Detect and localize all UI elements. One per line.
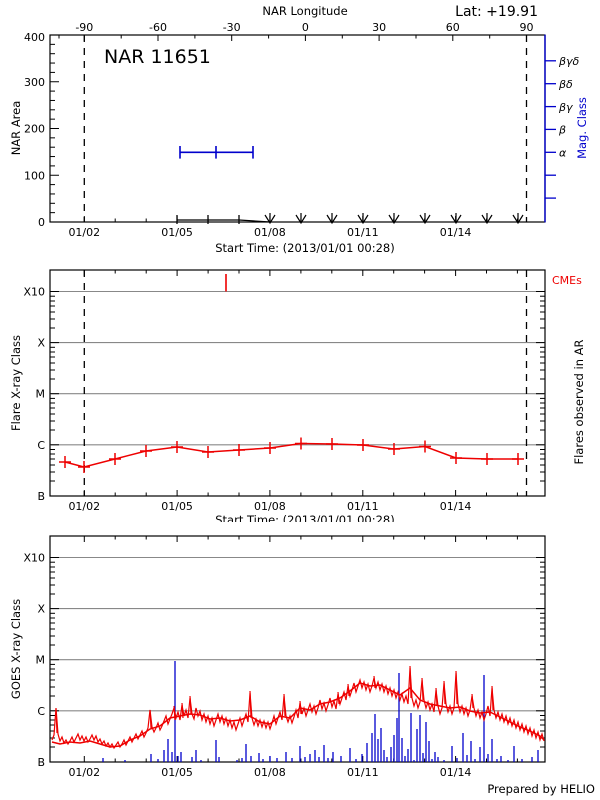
panel1-left-ticks — [50, 34, 59, 223]
panel1-ytick-1: 100 — [24, 169, 45, 182]
panel1-lat-label: Lat: +19.91 — [455, 4, 538, 20]
panel2-gridlines — [50, 290, 545, 446]
panel2-flare-series — [59, 437, 524, 473]
panel2-x-tick-labels: 01/02 01/05 01/08 01/11 01/14 — [68, 500, 471, 513]
panel3-x-tick-labels: 01/02 01/05 01/08 01/11 01/14 — [68, 766, 471, 779]
panel1-toptick-6: 90 — [520, 21, 534, 34]
panel3-ytick-2: M — [36, 654, 46, 667]
panel1-magclass-0: βγδ — [558, 55, 580, 68]
panel1-top-tick-labels: -90 -60 -30 0 30 60 90 — [75, 21, 533, 34]
panel3-gridlines — [50, 556, 545, 712]
panel1-upper-limit-arrows — [264, 213, 524, 225]
panel1-right-axis-title: Mag. Class — [575, 97, 589, 159]
panel1-left-axis-title: NAR Area — [9, 101, 23, 156]
panel1-ytick-3: 300 — [24, 76, 45, 89]
panel2-right-ticks — [536, 291, 545, 497]
panel2-ytick-1: C — [37, 439, 45, 452]
panel1-magclass-4: α — [559, 147, 567, 160]
panel1-toptick-1: -60 — [149, 21, 167, 34]
panel2-bottom-ticks — [83, 490, 518, 496]
panel1-magclass-3: β — [558, 124, 566, 137]
panel1-y-tick-labels: 0 100 200 300 400 — [24, 31, 45, 229]
panel3-goes-flux-series — [51, 665, 545, 750]
panel-nar-area: 0 100 200 300 400 — [0, 0, 600, 260]
panel2-bottom-axis-title: Start Time: (2013/01/01 00:28) — [215, 513, 394, 522]
panel2-left-axis-title: Flare X-ray Class — [9, 335, 23, 431]
panel2-cme-label: CMEs — [552, 274, 582, 287]
panel3-ytick-4: X10 — [23, 552, 45, 565]
panel1-limb-lines — [83, 35, 528, 222]
panel1-magclass-1: βδ — [558, 78, 573, 91]
panel2-xtick-3: 01/11 — [347, 500, 379, 513]
panel1-xtick-3: 01/11 — [347, 226, 379, 239]
panel3-right-ticks — [536, 557, 545, 763]
panel1-toptick-3: 0 — [302, 21, 309, 34]
panel1-toptick-5: 60 — [446, 21, 460, 34]
panel3-xtick-0: 01/02 — [68, 766, 100, 779]
panel1-right-ticks — [545, 60, 556, 199]
panel1-bottom-axis-title: Start Time: (2013/01/01 00:28) — [215, 241, 394, 255]
panel2-xtick-2: 01/08 — [254, 500, 286, 513]
panel1-x-tick-labels: 01/02 01/05 01/08 01/11 01/14 — [68, 226, 471, 239]
panel-flare-xray-class: B C M X X10 — [0, 262, 600, 522]
panel3-xtick-3: 01/11 — [347, 766, 379, 779]
panel2-ytick-4: X10 — [23, 286, 45, 299]
panel1-toptick-0: -90 — [75, 21, 93, 34]
panel1-ytick-4: 400 — [24, 31, 45, 44]
panel3-top-ticks — [83, 536, 518, 542]
panel1-nar-area-series — [176, 215, 271, 224]
panel2-right-axis-title: Flares observed in AR — [572, 339, 586, 464]
panel2-ytick-3: X — [37, 337, 45, 350]
panel2-left-ticks — [50, 291, 59, 497]
panel2-ytick-0: B — [37, 490, 45, 503]
panel1-xtick-0: 01/02 — [68, 226, 100, 239]
panel2-frame — [49, 269, 546, 497]
panel2-xtick-0: 01/02 — [68, 500, 100, 513]
panel2-xtick-4: 01/14 — [440, 500, 472, 513]
panel2-xtick-1: 01/05 — [161, 500, 193, 513]
panel3-frame — [49, 535, 546, 763]
panel-goes-xray-class: B C M X X10 — [0, 528, 600, 800]
panel3-ytick-1: C — [37, 705, 45, 718]
panel2-y-tick-labels: B C M X X10 — [23, 286, 45, 504]
panel2-top-ticks — [83, 270, 518, 276]
panel2-ytick-2: M — [36, 388, 46, 401]
panel3-ytick-3: X — [37, 603, 45, 616]
panel1-magclass-labels: βγδ βδ βγ β α — [558, 55, 580, 160]
panel1-xtick-2: 01/08 — [254, 226, 286, 239]
panel1-mag-class-series — [179, 146, 254, 159]
panel3-left-ticks — [50, 557, 59, 763]
panel1-toptick-2: -30 — [223, 21, 241, 34]
panel3-flare-bars — [102, 661, 539, 762]
panel1-ytick-2: 200 — [24, 123, 45, 136]
panel1-xtick-4: 01/14 — [440, 226, 472, 239]
panel3-ytick-0: B — [37, 756, 45, 769]
panel3-xtick-1: 01/05 — [161, 766, 193, 779]
panel1-xtick-1: 01/05 — [161, 226, 193, 239]
panel1-top-axis-title: NAR Longitude — [262, 4, 347, 18]
panel3-left-axis-title: GOES X-ray Class — [9, 599, 23, 699]
panel2-limb-lines — [83, 270, 528, 496]
panel1-ytick-0: 0 — [38, 216, 45, 229]
panel1-top-ticks — [58, 35, 527, 41]
panel3-y-tick-labels: B C M X X10 — [23, 552, 45, 770]
prepared-by-label: Prepared by HELIO — [487, 782, 595, 796]
panel1-magclass-2: βγ — [558, 101, 573, 114]
panel1-nar-title: NAR 11651 — [104, 46, 211, 68]
panel3-xtick-4: 01/14 — [440, 766, 472, 779]
panel1-toptick-4: 30 — [372, 21, 386, 34]
panel3-xtick-2: 01/08 — [254, 766, 286, 779]
